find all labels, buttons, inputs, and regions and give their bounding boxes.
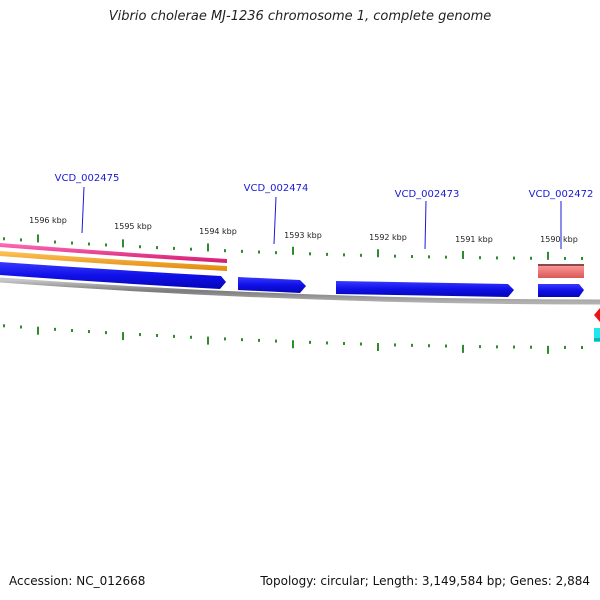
- cyan-feature: [594, 328, 600, 342]
- gene-label-vcd-002474[interactable]: VCD_002474: [244, 183, 309, 194]
- orange-feature-track: [0, 251, 227, 271]
- chromosome-backbone: [0, 277, 600, 305]
- inner-scale-ticks: [3, 324, 583, 354]
- red-feature: [594, 308, 600, 322]
- gene-vcd-002474[interactable]: [238, 277, 306, 293]
- magenta-feature-track: [0, 243, 227, 263]
- gene-label-vcd-002473[interactable]: VCD_002473: [395, 189, 460, 200]
- cyan-feature-shade: [594, 338, 600, 341]
- label-line-vcd-002475: [81, 186, 85, 234]
- outer-scale-ticks: [3, 234, 583, 260]
- gene-label-vcd-002472[interactable]: VCD_002472: [529, 189, 594, 200]
- gene-label-vcd-002475[interactable]: VCD_002475: [55, 173, 120, 184]
- kbp-label-1595: 1595 kbp: [114, 222, 152, 231]
- kbp-label-1594: 1594 kbp: [199, 227, 237, 236]
- kbp-label-1592: 1592 kbp: [369, 233, 407, 242]
- kbp-label-1590: 1590 kbp: [540, 235, 578, 244]
- kbp-label-1591: 1591 kbp: [455, 235, 493, 244]
- kbp-label-1596: 1596 kbp: [29, 216, 67, 225]
- gene-vcd-002472[interactable]: [538, 284, 584, 297]
- gene-vcd-002475[interactable]: [0, 262, 226, 289]
- pink-feature-edge: [538, 264, 584, 266]
- label-line-vcd-002473: [424, 200, 427, 250]
- accession-label: Accession: NC_012668: [9, 574, 146, 588]
- map-title: Vibrio cholerae MJ-1236 chromosome 1, co…: [108, 9, 492, 24]
- genome-summary: Topology: circular; Length: 3,149,584 bp…: [260, 574, 590, 588]
- label-line-vcd-002474: [273, 196, 277, 245]
- pink-feature: [538, 265, 584, 278]
- kbp-label-1593: 1593 kbp: [284, 231, 322, 240]
- gene-vcd-002473[interactable]: [336, 281, 514, 297]
